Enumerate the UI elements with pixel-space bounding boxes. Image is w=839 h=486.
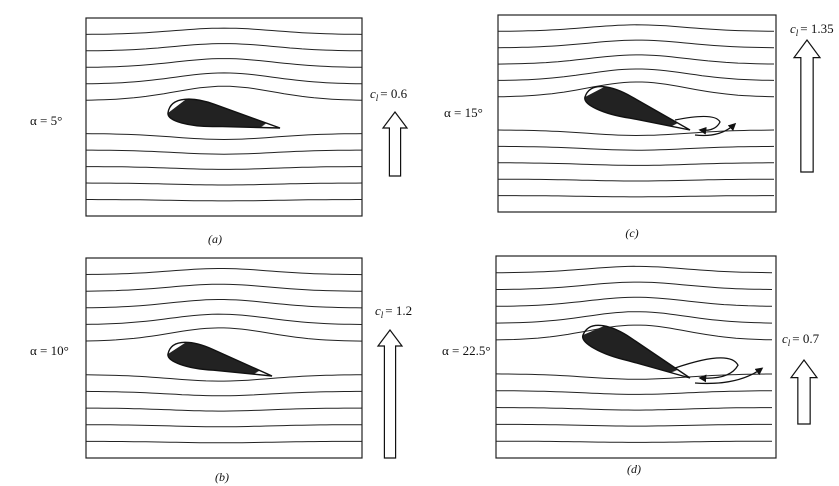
lift-arrow [376,329,404,459]
airfoil [584,85,691,131]
angle-label: α = 10° [30,343,69,358]
lift-subscript: l [381,310,384,320]
streamline [85,374,362,382]
streamline [86,440,362,444]
streamline [497,39,775,49]
lift-value: = 1.35 [800,21,833,36]
lift-symbol: c [375,303,381,318]
lift-symbol: c [790,21,796,36]
streamline [86,199,362,202]
streamline [498,162,774,166]
streamline [85,133,363,141]
streamline [498,195,774,198]
streamline [498,145,775,151]
streamline [85,85,363,101]
lift-symbol: c [370,86,376,101]
airfoil [167,341,273,377]
angle-label: α = 22.5° [442,343,491,358]
lift-arrow [789,358,819,425]
panel-label: (a) [208,232,222,246]
panel-frame [85,257,363,459]
streamline [495,390,772,395]
streamline [85,283,362,292]
vortex-arrow [694,122,737,137]
airfoil [582,324,691,379]
panel-label: (c) [625,226,638,240]
streamline [85,327,363,342]
streamline [498,178,774,182]
streamline [85,268,363,276]
lift-subscript: l [376,93,379,103]
streamline [497,54,774,65]
streamline [496,265,773,274]
streamline [495,324,773,341]
lift-subscript: l [788,338,791,348]
streamline [498,68,775,81]
streamline [497,24,775,32]
angle-label: α = 15° [444,105,483,120]
panel-label: (b) [215,470,229,484]
vortex-arrow [674,115,721,135]
streamline [86,166,362,170]
streamline [85,313,363,325]
vortex-arrow [694,367,764,385]
streamline [496,296,773,307]
lift-label: cl = 1.2 [375,303,412,320]
lift-arrow [381,111,409,177]
streamline [86,43,362,52]
streamline [85,58,363,68]
panel-frame [85,17,363,217]
angle-label: α = 5° [30,113,62,128]
lift-subscript: l [796,28,799,38]
streamline [496,440,772,443]
lift-symbol: c [782,331,788,346]
streamline [497,129,775,137]
streamline [86,407,362,412]
panel-frame [497,14,777,213]
streamline [85,72,363,85]
panel-label: (d) [627,462,641,476]
streamline [497,81,775,98]
lift-value: = 0.6 [380,86,407,101]
lift-label: cl = 0.7 [782,331,820,348]
vortex-arrow [674,357,739,383]
panel-frame [495,255,777,459]
streamline [86,149,362,155]
streamline [85,182,363,186]
streamline [496,423,772,427]
streamline [86,424,362,428]
streamline [495,311,773,324]
streamline [85,299,363,309]
streamline [495,407,772,411]
lift-label: cl = 0.6 [370,86,408,103]
streamline [85,27,363,35]
airfoil [167,98,281,129]
lift-value: = 0.7 [792,331,819,346]
streamline [495,373,772,380]
lift-value: = 1.2 [385,303,412,318]
lift-label: cl = 1.35 [790,21,834,38]
streamline [85,390,362,397]
lift-arrow [792,38,822,173]
streamline [496,281,773,290]
